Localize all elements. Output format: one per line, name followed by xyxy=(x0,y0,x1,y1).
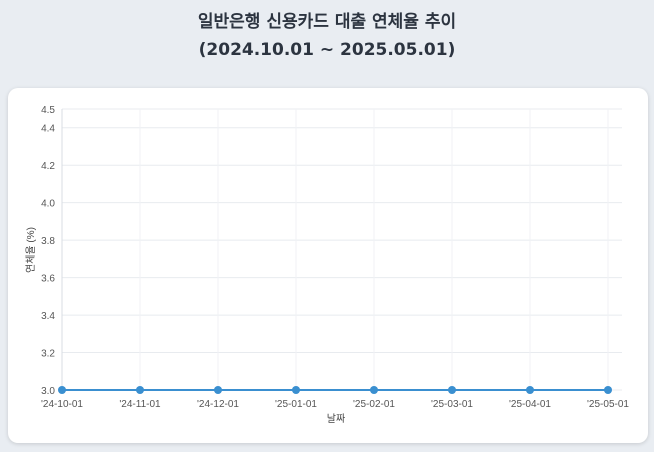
x-axis-label: 날짜 xyxy=(327,413,345,425)
x-tick-label: '24-10-01 xyxy=(41,399,83,410)
title-line-1: 일반은행 신용카드 대출 연체율 추이 xyxy=(197,12,457,32)
data-point xyxy=(604,386,612,394)
x-tick-label: '24-12-01 xyxy=(197,399,239,410)
y-tick-label: 3.8 xyxy=(41,236,55,247)
x-tick-label: '25-05-01 xyxy=(587,399,629,410)
data-point xyxy=(526,386,534,394)
data-point xyxy=(136,386,144,394)
data-point xyxy=(370,386,378,394)
data-point xyxy=(58,386,66,394)
data-point xyxy=(448,386,456,394)
x-tick-label: '25-04-01 xyxy=(509,399,551,410)
chart-title: 일반은행 신용카드 대출 연체율 추이 (2024.10.01 ~ 2025.0… xyxy=(0,8,654,64)
y-axis-label: 연체율 (%) xyxy=(25,227,37,273)
y-tick-label: 3.0 xyxy=(41,386,55,397)
x-tick-label: '25-02-01 xyxy=(353,399,395,410)
y-tick-label: 4.0 xyxy=(41,199,55,210)
data-point xyxy=(214,386,222,394)
data-point xyxy=(292,386,300,394)
y-tick-label: 4.5 xyxy=(41,105,55,116)
chart-card xyxy=(8,88,648,443)
x-tick-label: '25-01-01 xyxy=(275,399,317,410)
x-tick-label: '25-03-01 xyxy=(431,399,473,410)
y-tick-label: 3.4 xyxy=(41,311,55,322)
y-tick-label: 4.2 xyxy=(41,161,55,172)
x-tick-label: '24-11-01 xyxy=(119,399,161,410)
y-tick-label: 3.2 xyxy=(41,349,55,360)
title-line-2: (2024.10.01 ~ 2025.05.01) xyxy=(198,40,456,60)
y-tick-label: 3.6 xyxy=(41,274,55,285)
y-tick-label: 4.4 xyxy=(41,124,55,135)
